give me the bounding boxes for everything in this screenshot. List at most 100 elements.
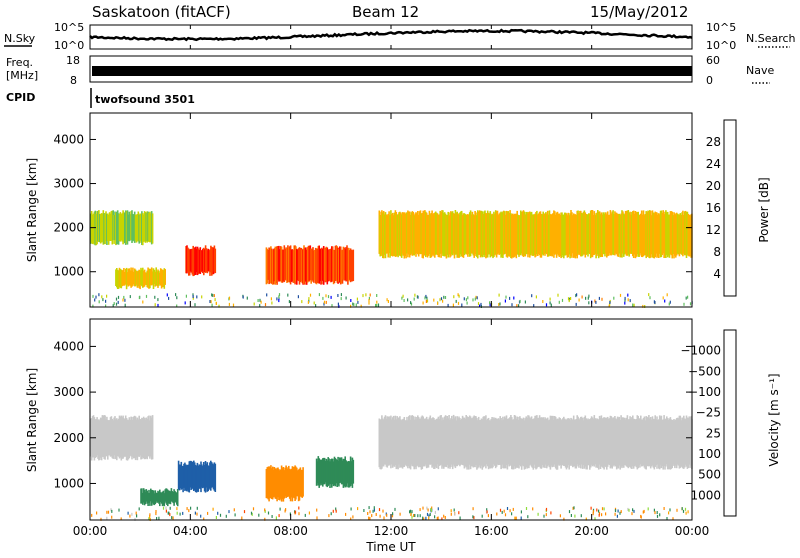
velocity-band-5-cell: [417, 417, 420, 468]
power-band-4-cell: [690, 214, 692, 258]
velocity-speckle: [426, 512, 429, 516]
velocity-speckle: [459, 516, 461, 520]
velocity-band-5-cell: [554, 416, 557, 469]
power-band-3-cell: [284, 248, 286, 280]
power-cbar-tick: 20: [706, 179, 721, 193]
velocity-band-3-cell: [269, 467, 271, 498]
velocity-band-3-cell: [287, 468, 289, 497]
power-band-3-cell: [302, 248, 304, 285]
power-band-4-cell: [409, 214, 412, 256]
velocity-speckle: [335, 507, 337, 511]
velocity-speckle: [454, 512, 456, 516]
velocity-band-5-cell: [512, 419, 515, 470]
power-band-4-cell: [383, 214, 386, 255]
velocity-band-5-cell: [518, 416, 520, 469]
power-speckle: [259, 304, 261, 308]
velocity-band-0-cell: [127, 420, 130, 460]
velocity-band-5-cell: [580, 416, 583, 465]
power-band-4-cell: [540, 213, 543, 258]
velocity-band-4-cell: [343, 459, 346, 487]
velocity-band-5-cell: [462, 417, 465, 466]
power-speckle: [570, 297, 572, 300]
power-speckle: [122, 298, 124, 302]
velocity-band-3-cell: [299, 467, 302, 497]
power-band-4-cell: [585, 214, 587, 255]
velocity-speckle: [190, 506, 192, 510]
power-band-4-cell: [686, 211, 689, 255]
power-band-4-cell: [677, 214, 680, 255]
power-band-0-cell: [124, 212, 126, 244]
velocity-band-2-cell: [210, 462, 213, 488]
velocity-band-0-cell: [146, 418, 148, 460]
power-band-3-cell: [290, 249, 293, 282]
power-band-3-cell: [301, 249, 303, 284]
velocity-band-5-cell: [520, 418, 522, 467]
power-band-4-cell: [438, 214, 441, 258]
power-speckle: [629, 299, 631, 303]
power-speckle: [301, 300, 303, 304]
power-band-4-cell: [517, 214, 519, 255]
power-band-2-cell: [185, 246, 187, 274]
power-band-4-cell: [440, 211, 442, 258]
velocity-band-5-cell: [504, 418, 507, 469]
velocity-band-5-cell: [543, 419, 545, 468]
velocity-band-0-cell: [112, 420, 114, 459]
power-speckle: [375, 303, 377, 307]
power-band-4-cell: [527, 213, 529, 258]
velocity-band-5-cell: [563, 418, 566, 466]
power-band-4-cell: [450, 211, 452, 257]
power-band-4-cell: [391, 213, 393, 256]
power-band-4-cell: [562, 214, 564, 256]
velocity-speckle: [568, 510, 571, 514]
power-band-3-cell: [283, 245, 286, 283]
power-band-1-cell: [163, 268, 166, 289]
velocity-speckle: [410, 513, 412, 516]
power-band-3-cell: [306, 247, 309, 283]
power-band-1-cell: [160, 269, 163, 289]
power-speckle: [444, 296, 447, 299]
velocity-speckle: [149, 513, 151, 517]
power-band-4-cell: [508, 212, 510, 257]
velocity-band-5-cell: [457, 418, 459, 465]
velocity-band-4-cell: [350, 461, 353, 485]
velocity-speckle: [527, 515, 529, 519]
power-band-1-cell: [115, 269, 117, 286]
velocity-ylabel: Slant Range [km]: [25, 368, 39, 472]
velocity-band-5-cell: [546, 417, 549, 467]
cpid-label: CPID: [6, 91, 35, 104]
velocity-band-5-cell: [583, 417, 586, 469]
power-speckle: [340, 297, 342, 301]
power-band-4-cell: [625, 210, 628, 256]
power-band-4-cell: [684, 210, 687, 256]
velocity-speckle: [298, 506, 300, 510]
nsearch-label: N.Search: [746, 32, 796, 45]
power-band-3-cell: [322, 246, 325, 285]
velocity-speckle: [409, 510, 411, 514]
velocity-band-5-cell: [611, 418, 613, 469]
velocity-band-3-cell: [289, 469, 292, 502]
velocity-band-3-cell: [298, 468, 301, 501]
power-speckle: [461, 303, 463, 307]
power-band-1-cell: [120, 269, 123, 289]
velocity-speckle: [631, 512, 633, 516]
velocity-band-5-cell: [463, 417, 466, 469]
velocity-band-5-cell: [455, 420, 458, 467]
power-speckle: [426, 299, 429, 303]
velocity-band-5-cell: [635, 419, 638, 468]
velocity-band-5-cell: [676, 417, 679, 465]
velocity-band-5-cell: [684, 419, 687, 465]
power-speckle: [601, 297, 603, 301]
velocity-band-5-cell: [448, 415, 450, 468]
power-speckle: [129, 295, 131, 299]
velocity-band-0-cell: [151, 415, 154, 460]
velocity-band-5-cell: [477, 416, 480, 468]
velocity-speckle: [580, 514, 582, 518]
velocity-band-5-cell: [427, 419, 430, 468]
velocity-speckle: [129, 514, 131, 518]
power-band-4-cell: [503, 211, 506, 254]
velocity-band-0-cell: [92, 415, 95, 458]
velocity-band-4-cell: [348, 461, 350, 488]
velocity-speckle: [532, 507, 534, 511]
velocity-speckle: [520, 516, 522, 520]
velocity-speckle: [369, 510, 371, 514]
